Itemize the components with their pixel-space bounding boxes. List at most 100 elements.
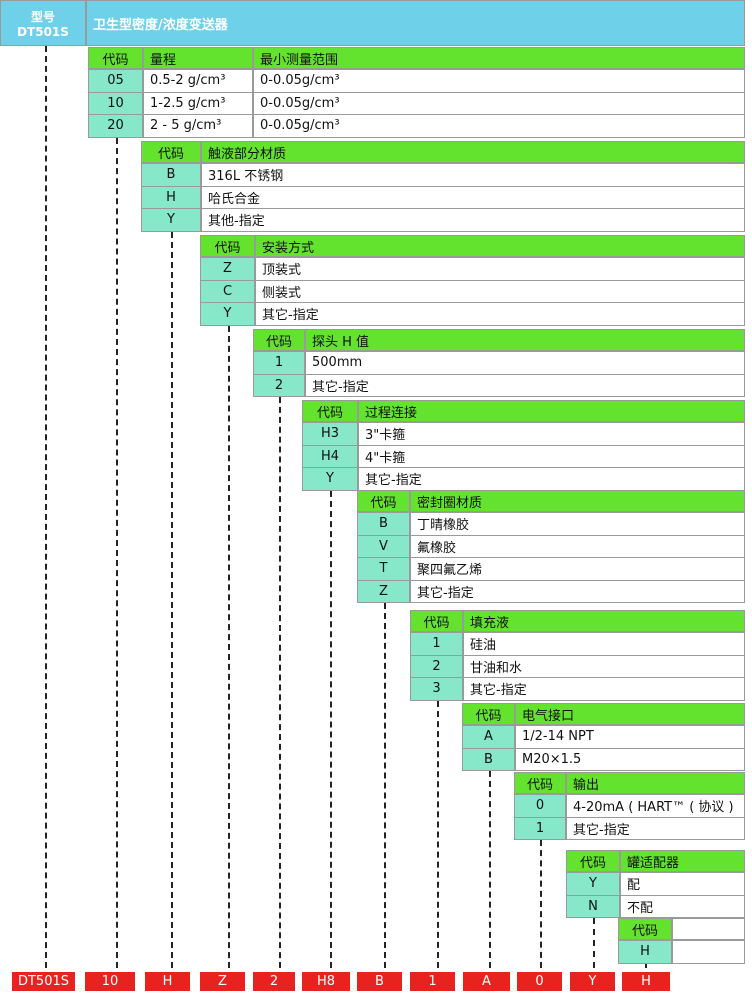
option-text: 其它-指定 [255,302,745,326]
example-code: H8 [302,972,350,991]
guide-line [115,137,118,968]
example-code: B [357,972,402,991]
example-code: H [622,972,670,991]
example-code: DT501S [12,972,75,991]
option-text: 316L 不锈钢 [201,163,745,187]
option-text: 4"卡箍 [358,444,745,469]
column-header: 填充液 [463,610,745,632]
option-text: 其它-指定 [305,373,745,398]
option-code: 2 [410,654,463,679]
column-header: 代码 [618,918,672,940]
example-code: Y [570,972,615,991]
guide-line [436,700,439,968]
option-code: Y [141,208,201,232]
column-header: 密封圈材质 [410,490,745,512]
option-text: 氟橡胶 [410,534,745,559]
model: DT501S [17,24,69,39]
column-header: 安装方式 [255,235,745,257]
option-code: Y [302,467,358,491]
example-code: 10 [85,972,135,991]
option-code: 1 [514,816,566,841]
option-text: 0-0.05g/cm³ [253,114,745,138]
option-code: 20 [88,114,143,138]
column-header: 电气接口 [515,703,745,725]
option-code: 10 [88,91,143,116]
column-header: 代码 [88,47,143,69]
option-text: 顶装式 [255,257,745,281]
option-code: B [357,512,410,536]
option-text: 0.5-2 g/cm³ [143,69,253,93]
option-code: 1 [410,632,463,656]
example-code: 0 [517,972,562,991]
option-code: V [357,534,410,559]
blank-cell [672,940,745,964]
option-text: 其它-指定 [358,467,745,491]
option-text: 其它-指定 [566,816,745,841]
column-header: 代码 [462,703,515,725]
option-text: 侧装式 [255,279,745,304]
model-cell: 型号 DT501S [0,0,86,46]
column-header: 代码 [253,329,305,351]
title: 卫生型密度/浓度变送器 [86,0,745,46]
option-text: 硅油 [463,632,745,656]
option-text: 其它-指定 [463,677,745,701]
column-header: 代码 [566,850,620,872]
option-code: 0 [514,794,566,818]
option-text: 2 - 5 g/cm³ [143,114,253,138]
option-text: 1/2-14 NPT [515,725,745,749]
option-code: 3 [410,677,463,701]
example-code: Z [200,972,245,991]
guide-line [330,490,332,968]
blank-cell [672,918,745,940]
option-text: 1-2.5 g/cm³ [143,91,253,116]
option-text: 500mm [305,351,745,375]
example-code: 1 [410,972,455,991]
option-code: T [357,557,410,581]
guide-line [383,603,386,968]
column-header: 过程连接 [358,400,745,422]
option-code: Y [566,872,620,896]
option-text: 丁晴橡胶 [410,512,745,536]
guide-line [45,46,47,968]
column-header: 代码 [357,490,410,512]
column-header: 代码 [410,610,463,632]
column-header: 量程 [143,47,253,69]
option-code: A [462,725,515,749]
option-text: 其他-指定 [201,208,745,232]
option-text: 哈氏合金 [201,185,745,210]
example-code: H [145,972,190,991]
column-header: 输出 [566,772,745,794]
option-code: C [200,279,255,304]
option-code: 2 [253,373,305,398]
column-header: 最小测量范围 [253,47,745,69]
column-header: 触液部分材质 [201,141,745,163]
option-text: 聚四氟乙烯 [410,557,745,581]
option-text: 0-0.05g/cm³ [253,91,745,116]
column-header: 代码 [200,235,255,257]
guide-line [540,840,542,968]
option-text: 配 [620,872,745,896]
guide-line [593,918,595,968]
column-header: 探头 H 值 [305,329,745,351]
guide-line [171,231,173,968]
guide-line [645,963,647,968]
option-code: H [141,185,201,210]
option-code: 05 [88,69,143,93]
guide-line [227,325,230,968]
option-code: N [566,894,620,919]
option-text: 甘油和水 [463,654,745,679]
option-code: Y [200,302,255,326]
column-header: 代码 [514,772,566,794]
model-label: 型号 [30,9,55,24]
option-text: M20×1.5 [515,747,745,772]
option-code: H3 [302,422,358,446]
example-code: 2 [253,972,295,991]
example-code: A [463,972,510,991]
option-text: 不配 [620,894,745,919]
option-code: 1 [253,351,305,375]
option-text: 其它-指定 [410,579,745,604]
option-code: B [462,747,515,772]
option-code: B [141,163,201,187]
guide-line [488,771,491,968]
